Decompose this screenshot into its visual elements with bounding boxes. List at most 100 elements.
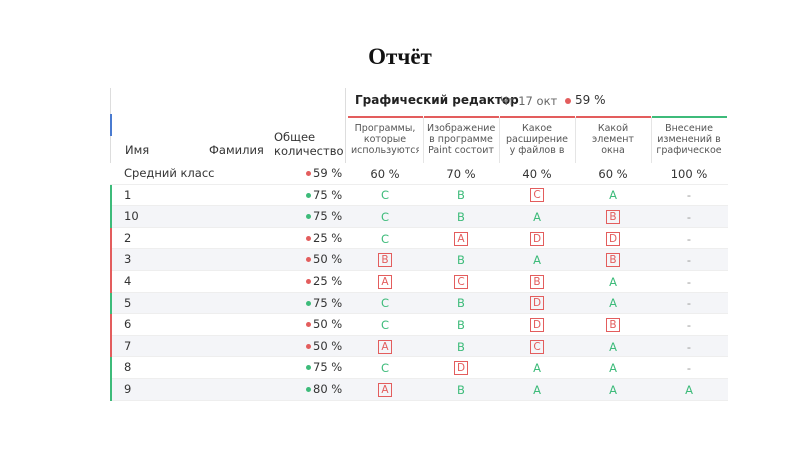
status-dot [306, 192, 311, 198]
row-score: 59 % [313, 166, 343, 180]
status-bar [110, 206, 112, 228]
table-row: 4 25 % A C B A - [110, 271, 728, 293]
answer: B [457, 296, 465, 311]
group-score: 59 % [575, 93, 606, 107]
row-name: 3 [124, 252, 132, 267]
question-header: Какой элемент окна выделены на [580, 123, 646, 157]
table-row: 2 25 % C A D D - [110, 227, 728, 250]
answer-cell: B [423, 336, 499, 358]
row-name: 4 [124, 274, 132, 288]
wrong-answer: D [454, 361, 468, 376]
table-row: 6 50 % C B D B - [110, 314, 728, 336]
status-bar [110, 271, 112, 293]
answer: - [686, 231, 692, 246]
question-header: Какое расширение у файлов в [505, 123, 569, 156]
answer-cell: A [499, 249, 575, 271]
status-dot [306, 171, 311, 176]
status-bar [110, 314, 112, 336]
answer: A [533, 382, 541, 397]
answer-cell: 60 % [347, 163, 423, 185]
status-bar [110, 379, 112, 401]
row-name: 2 [124, 230, 132, 245]
question-header: Изображение в программе Paint состоит [427, 123, 495, 156]
status-bar [110, 335, 112, 358]
answer-cell: A [575, 336, 651, 358]
answer: - [686, 296, 692, 311]
answer: A [533, 253, 541, 268]
answer: 70 % [446, 166, 476, 181]
wrong-answer: A [378, 274, 392, 289]
table-row: 10 75 % C B A B - [110, 206, 728, 228]
table-row: 5 75 % C B D A - [110, 292, 728, 315]
answer: - [686, 361, 692, 376]
row-score: 25 % [313, 230, 343, 245]
answer-cell: A [575, 357, 651, 379]
col-name: Имя [125, 143, 150, 157]
answer-cell: - [651, 271, 727, 293]
wrong-answer: A [378, 339, 392, 354]
wrong-answer: B [606, 253, 620, 268]
answer-cell: - [651, 206, 727, 228]
answer-cell: D [423, 357, 499, 379]
answer-cell: B [499, 271, 575, 293]
answer-cell: B [347, 249, 423, 271]
answer: - [686, 209, 692, 224]
answer: A [533, 209, 541, 224]
table-row: 7 50 % A B C A - [110, 335, 728, 358]
wrong-answer: C [530, 188, 544, 203]
status-bar [110, 292, 112, 315]
answer-cell: - [651, 185, 727, 207]
answer-cell: B [575, 314, 651, 336]
answer-cell: C [347, 228, 423, 250]
answer: - [686, 188, 692, 203]
answer: 60 % [370, 166, 400, 181]
status-bar [110, 249, 112, 271]
answer-cell: A [423, 228, 499, 250]
answer-cell: A [499, 206, 575, 228]
answer-cell: - [651, 336, 727, 358]
focus-line [110, 114, 112, 136]
answer-cell: B [423, 293, 499, 315]
wrong-answer: A [454, 231, 468, 246]
answer: B [457, 209, 465, 224]
status-dot [306, 257, 311, 263]
wrong-answer: D [530, 296, 544, 311]
table-row: 9 80 % A B A A A [110, 379, 728, 401]
answer: A [609, 339, 617, 354]
wrong-answer: C [454, 274, 468, 289]
answer: - [686, 317, 692, 332]
row-name: 8 [124, 360, 132, 375]
row-score: 50 % [313, 338, 343, 353]
status-dot [306, 214, 311, 220]
row-name: 6 [124, 317, 132, 332]
answer: - [686, 274, 692, 289]
answer: A [609, 274, 617, 289]
status-bar [110, 184, 112, 207]
answer-cell: C [347, 314, 423, 336]
table-row: 8 75 % C D A A - [110, 357, 728, 379]
answer-cell: A [651, 379, 727, 401]
status-dot [306, 300, 311, 306]
answer-cell: 100 % [651, 163, 727, 185]
answer: 40 % [522, 166, 552, 181]
question-top [348, 116, 423, 118]
answer: B [457, 188, 465, 203]
answer-cell: B [423, 314, 499, 336]
status-dot [306, 235, 311, 241]
wrong-answer: B [530, 274, 544, 289]
wrong-answer: B [606, 317, 620, 332]
answer: A [533, 361, 541, 376]
answer-cell: 60 % [575, 163, 651, 185]
answer-cell: 70 % [423, 163, 499, 185]
row-name: 9 [124, 382, 132, 396]
answer: B [457, 339, 465, 354]
answer: A [609, 382, 617, 397]
answer: 100 % [670, 166, 708, 181]
answer-cell: A [499, 357, 575, 379]
answer: A [609, 361, 617, 376]
wrong-answer: A [378, 382, 392, 397]
answer-cell: B [423, 379, 499, 401]
row-score: 75 % [313, 209, 343, 224]
row-name: 10 [124, 209, 139, 224]
report-title: Отчёт [368, 44, 432, 69]
